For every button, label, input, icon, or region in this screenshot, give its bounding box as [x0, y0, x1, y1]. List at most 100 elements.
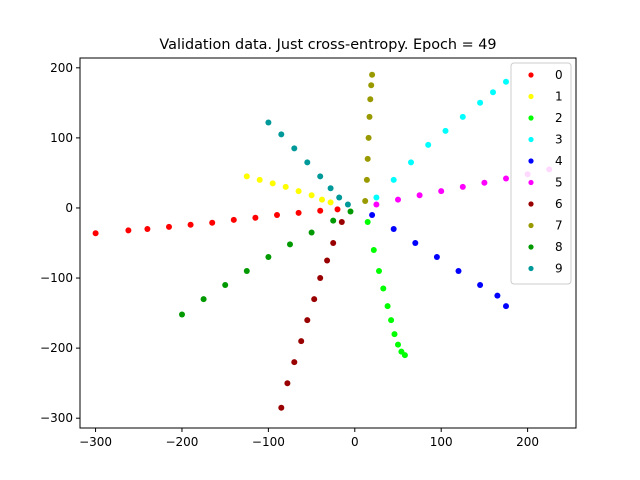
point-series-5 [395, 196, 401, 203]
axes-layer: −300 −200 −100 0 100 200 200 100 0 −100 −200 −300 [40, 61, 539, 449]
point-series-9 [344, 201, 351, 208]
point-series-0 [209, 219, 216, 226]
point-series-9 [336, 194, 343, 201]
legend-label-3: 3 [555, 133, 563, 147]
legend-label-2: 2 [555, 111, 563, 125]
point-series-1 [243, 173, 250, 180]
point-series-8 [243, 268, 250, 274]
point-series-1 [282, 183, 289, 190]
point-series-9 [317, 173, 324, 180]
point-series-9 [304, 159, 311, 166]
legend-marker-7 [528, 222, 534, 229]
legend-label-8: 8 [555, 240, 563, 254]
point-series-0 [125, 227, 132, 234]
point-series-8 [179, 311, 185, 318]
legend-marker-9 [528, 265, 534, 272]
legend-marker-5 [528, 179, 534, 186]
point-series-0 [230, 216, 237, 223]
y-tick-label: −100 [40, 271, 73, 285]
point-series-2 [370, 247, 377, 253]
point-series-1 [319, 196, 325, 203]
point-series-6 [311, 296, 318, 303]
point-series-2 [395, 341, 401, 348]
legend-marker-6 [528, 201, 534, 207]
point-series-8 [265, 254, 272, 260]
legend-label-7: 7 [555, 219, 563, 233]
x-tick-label: −300 [79, 435, 112, 449]
point-series-0 [295, 209, 302, 216]
x-tick-label: −100 [252, 435, 285, 449]
point-series-6 [298, 338, 305, 345]
point-series-1 [308, 192, 315, 199]
point-series-3 [477, 99, 484, 106]
y-tick-label: 0 [65, 201, 73, 215]
points-layer [92, 71, 553, 411]
plot-frame [79, 57, 577, 429]
point-series-6 [278, 404, 285, 411]
point-series-4 [390, 226, 397, 232]
point-series-6 [304, 317, 311, 324]
point-series-7 [366, 113, 373, 120]
point-series-1 [269, 180, 276, 187]
legend-label-5: 5 [555, 176, 563, 190]
point-series-6 [317, 275, 324, 281]
point-series-3 [503, 78, 509, 85]
point-series-0 [92, 230, 99, 237]
legend-marker-2 [528, 115, 534, 121]
point-series-0 [274, 212, 280, 218]
point-series-5 [503, 175, 509, 182]
legend-marker-0 [528, 72, 534, 78]
legend-label-6: 6 [555, 197, 563, 211]
point-series-2 [391, 331, 398, 338]
y-tick-label: −300 [40, 411, 73, 425]
point-series-5 [373, 201, 380, 208]
point-series-6 [338, 219, 345, 225]
point-series-9 [291, 145, 298, 152]
x-tick-label: 0 [351, 435, 359, 449]
point-series-8 [200, 296, 207, 303]
point-series-7 [368, 82, 375, 89]
legend-box [510, 62, 572, 285]
point-series-0 [144, 226, 151, 232]
point-series-2 [376, 268, 382, 274]
point-series-9 [327, 185, 334, 192]
point-series-8 [287, 241, 293, 248]
point-series-9 [265, 119, 272, 126]
point-series-3 [442, 127, 449, 134]
point-series-4 [455, 268, 462, 274]
legend-marker-1 [528, 93, 534, 100]
point-series-1 [327, 199, 334, 206]
point-series-0 [187, 221, 194, 228]
point-series-4 [369, 212, 376, 218]
point-series-8 [222, 282, 229, 288]
point-series-8 [330, 217, 337, 224]
point-series-0 [317, 207, 324, 214]
x-tick-label: −200 [165, 435, 198, 449]
point-series-3 [408, 159, 414, 166]
legend-label-4: 4 [555, 154, 563, 168]
point-series-6 [284, 380, 291, 387]
point-series-3 [459, 113, 466, 120]
point-series-3 [373, 194, 380, 201]
legend-marker-4 [528, 158, 534, 164]
point-series-1 [295, 188, 302, 195]
point-series-0 [334, 206, 341, 213]
y-tick-label: −200 [40, 341, 73, 355]
legend-label-1: 1 [555, 90, 563, 104]
point-series-3 [490, 89, 496, 96]
y-tick-label: 200 [50, 61, 73, 75]
point-series-2 [401, 352, 408, 359]
point-series-5 [481, 179, 488, 186]
point-series-6 [291, 359, 298, 366]
point-series-7 [367, 96, 374, 103]
point-series-5 [459, 183, 466, 190]
point-series-0 [166, 223, 172, 230]
point-series-4 [412, 240, 419, 246]
point-series-2 [384, 303, 391, 310]
legend-label-0: 0 [555, 68, 563, 82]
x-tick-label: 200 [516, 435, 539, 449]
legend-label-9: 9 [555, 262, 563, 276]
legend-marker-3 [528, 136, 534, 143]
point-series-7 [365, 134, 372, 141]
point-series-8 [347, 208, 354, 215]
